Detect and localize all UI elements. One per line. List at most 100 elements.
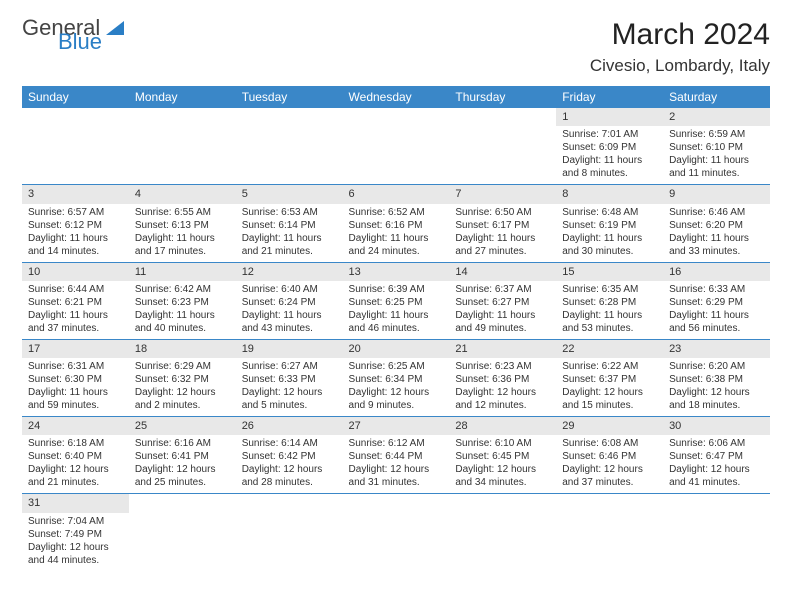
day-content: Sunrise: 6:50 AMSunset: 6:17 PMDaylight:… bbox=[449, 204, 556, 262]
calendar-cell: 25Sunrise: 6:16 AMSunset: 6:41 PMDayligh… bbox=[129, 417, 236, 494]
sunset: Sunset: 6:25 PM bbox=[349, 296, 444, 309]
day-number: 14 bbox=[449, 263, 556, 281]
sunrise: Sunrise: 6:48 AM bbox=[562, 206, 657, 219]
calendar-cell bbox=[663, 494, 770, 571]
daylight: Daylight: 11 hours and 40 minutes. bbox=[135, 309, 230, 335]
daylight: Daylight: 11 hours and 56 minutes. bbox=[669, 309, 764, 335]
day-number: 28 bbox=[449, 417, 556, 435]
calendar-cell: 17Sunrise: 6:31 AMSunset: 6:30 PMDayligh… bbox=[22, 339, 129, 416]
sunrise: Sunrise: 6:06 AM bbox=[669, 437, 764, 450]
weekday-header: Sunday bbox=[22, 86, 129, 108]
sunset: Sunset: 6:23 PM bbox=[135, 296, 230, 309]
day-content: Sunrise: 6:20 AMSunset: 6:38 PMDaylight:… bbox=[663, 358, 770, 416]
sunset: Sunset: 6:44 PM bbox=[349, 450, 444, 463]
day-content: Sunrise: 6:33 AMSunset: 6:29 PMDaylight:… bbox=[663, 281, 770, 339]
sunset: Sunset: 6:41 PM bbox=[135, 450, 230, 463]
day-content: Sunrise: 6:29 AMSunset: 6:32 PMDaylight:… bbox=[129, 358, 236, 416]
calendar-cell bbox=[449, 108, 556, 185]
daylight: Daylight: 12 hours and 2 minutes. bbox=[135, 386, 230, 412]
day-content: Sunrise: 6:55 AMSunset: 6:13 PMDaylight:… bbox=[129, 204, 236, 262]
header: General Blue March 2024 Civesio, Lombard… bbox=[22, 18, 770, 76]
daylight: Daylight: 11 hours and 33 minutes. bbox=[669, 232, 764, 258]
calendar-cell: 26Sunrise: 6:14 AMSunset: 6:42 PMDayligh… bbox=[236, 417, 343, 494]
calendar-cell: 30Sunrise: 6:06 AMSunset: 6:47 PMDayligh… bbox=[663, 417, 770, 494]
sunrise: Sunrise: 6:33 AM bbox=[669, 283, 764, 296]
calendar-cell: 2Sunrise: 6:59 AMSunset: 6:10 PMDaylight… bbox=[663, 108, 770, 185]
calendar-cell: 14Sunrise: 6:37 AMSunset: 6:27 PMDayligh… bbox=[449, 262, 556, 339]
calendar-cell bbox=[556, 494, 663, 571]
sunset: Sunset: 6:36 PM bbox=[455, 373, 550, 386]
sunset: Sunset: 6:47 PM bbox=[669, 450, 764, 463]
sunset: Sunset: 6:13 PM bbox=[135, 219, 230, 232]
day-number: 25 bbox=[129, 417, 236, 435]
day-content: Sunrise: 7:04 AMSunset: 7:49 PMDaylight:… bbox=[22, 513, 129, 571]
daylight: Daylight: 11 hours and 30 minutes. bbox=[562, 232, 657, 258]
calendar-week: 17Sunrise: 6:31 AMSunset: 6:30 PMDayligh… bbox=[22, 339, 770, 416]
sunrise: Sunrise: 6:20 AM bbox=[669, 360, 764, 373]
sunrise: Sunrise: 7:04 AM bbox=[28, 515, 123, 528]
calendar-cell: 5Sunrise: 6:53 AMSunset: 6:14 PMDaylight… bbox=[236, 185, 343, 262]
location: Civesio, Lombardy, Italy bbox=[590, 56, 770, 76]
sunset: Sunset: 6:32 PM bbox=[135, 373, 230, 386]
day-content: Sunrise: 6:35 AMSunset: 6:28 PMDaylight:… bbox=[556, 281, 663, 339]
day-number: 11 bbox=[129, 263, 236, 281]
day-content: Sunrise: 6:23 AMSunset: 6:36 PMDaylight:… bbox=[449, 358, 556, 416]
calendar-cell: 28Sunrise: 6:10 AMSunset: 6:45 PMDayligh… bbox=[449, 417, 556, 494]
sunset: Sunset: 6:45 PM bbox=[455, 450, 550, 463]
calendar-cell bbox=[22, 108, 129, 185]
sunrise: Sunrise: 6:52 AM bbox=[349, 206, 444, 219]
sunset: Sunset: 6:24 PM bbox=[242, 296, 337, 309]
calendar-cell: 7Sunrise: 6:50 AMSunset: 6:17 PMDaylight… bbox=[449, 185, 556, 262]
day-content: Sunrise: 6:59 AMSunset: 6:10 PMDaylight:… bbox=[663, 126, 770, 184]
logo: General Blue bbox=[22, 18, 124, 52]
day-number: 6 bbox=[343, 185, 450, 203]
day-number: 29 bbox=[556, 417, 663, 435]
sunrise: Sunrise: 6:25 AM bbox=[349, 360, 444, 373]
sunset: Sunset: 6:14 PM bbox=[242, 219, 337, 232]
weekday-header: Tuesday bbox=[236, 86, 343, 108]
calendar-cell: 13Sunrise: 6:39 AMSunset: 6:25 PMDayligh… bbox=[343, 262, 450, 339]
sunset: Sunset: 6:16 PM bbox=[349, 219, 444, 232]
day-number: 16 bbox=[663, 263, 770, 281]
day-content: Sunrise: 6:08 AMSunset: 6:46 PMDaylight:… bbox=[556, 435, 663, 493]
calendar-cell: 21Sunrise: 6:23 AMSunset: 6:36 PMDayligh… bbox=[449, 339, 556, 416]
sunset: Sunset: 6:20 PM bbox=[669, 219, 764, 232]
sunrise: Sunrise: 6:57 AM bbox=[28, 206, 123, 219]
daylight: Daylight: 12 hours and 44 minutes. bbox=[28, 541, 123, 567]
day-content: Sunrise: 6:12 AMSunset: 6:44 PMDaylight:… bbox=[343, 435, 450, 493]
daylight: Daylight: 11 hours and 8 minutes. bbox=[562, 154, 657, 180]
calendar-cell bbox=[129, 108, 236, 185]
day-content: Sunrise: 6:22 AMSunset: 6:37 PMDaylight:… bbox=[556, 358, 663, 416]
day-number: 21 bbox=[449, 340, 556, 358]
weekday-header: Wednesday bbox=[343, 86, 450, 108]
calendar-cell: 15Sunrise: 6:35 AMSunset: 6:28 PMDayligh… bbox=[556, 262, 663, 339]
sunrise: Sunrise: 6:50 AM bbox=[455, 206, 550, 219]
sunset: Sunset: 6:12 PM bbox=[28, 219, 123, 232]
daylight: Daylight: 12 hours and 31 minutes. bbox=[349, 463, 444, 489]
daylight: Daylight: 11 hours and 11 minutes. bbox=[669, 154, 764, 180]
sunrise: Sunrise: 6:35 AM bbox=[562, 283, 657, 296]
sunrise: Sunrise: 6:55 AM bbox=[135, 206, 230, 219]
calendar-cell bbox=[449, 494, 556, 571]
calendar-table: SundayMondayTuesdayWednesdayThursdayFrid… bbox=[22, 86, 770, 571]
sunrise: Sunrise: 6:44 AM bbox=[28, 283, 123, 296]
sunset: Sunset: 6:19 PM bbox=[562, 219, 657, 232]
day-number: 12 bbox=[236, 263, 343, 281]
day-number: 31 bbox=[22, 494, 129, 512]
day-content: Sunrise: 6:37 AMSunset: 6:27 PMDaylight:… bbox=[449, 281, 556, 339]
day-content: Sunrise: 6:48 AMSunset: 6:19 PMDaylight:… bbox=[556, 204, 663, 262]
daylight: Daylight: 12 hours and 18 minutes. bbox=[669, 386, 764, 412]
sunset: Sunset: 6:10 PM bbox=[669, 141, 764, 154]
sunset: Sunset: 6:46 PM bbox=[562, 450, 657, 463]
sunrise: Sunrise: 6:27 AM bbox=[242, 360, 337, 373]
calendar-cell bbox=[343, 108, 450, 185]
sunset: Sunset: 6:40 PM bbox=[28, 450, 123, 463]
sunrise: Sunrise: 6:37 AM bbox=[455, 283, 550, 296]
day-number: 1 bbox=[556, 108, 663, 126]
day-number: 24 bbox=[22, 417, 129, 435]
daylight: Daylight: 11 hours and 53 minutes. bbox=[562, 309, 657, 335]
daylight: Daylight: 11 hours and 37 minutes. bbox=[28, 309, 123, 335]
sunset: Sunset: 6:29 PM bbox=[669, 296, 764, 309]
day-number: 8 bbox=[556, 185, 663, 203]
sunrise: Sunrise: 6:10 AM bbox=[455, 437, 550, 450]
